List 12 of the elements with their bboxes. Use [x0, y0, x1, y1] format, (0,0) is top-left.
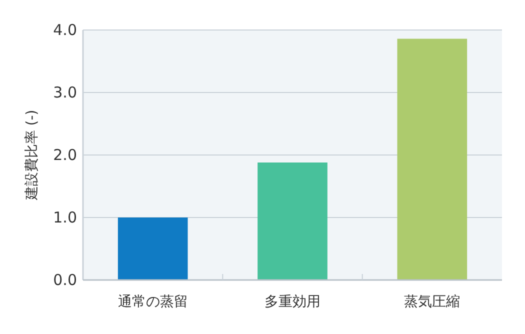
y-tick-label: 2.0 — [53, 146, 77, 164]
y-tick-label: 4.0 — [53, 21, 77, 39]
x-tick-label: 蒸気圧縮 — [404, 294, 460, 310]
y-tick-label: 0.0 — [53, 271, 77, 289]
bar — [397, 38, 468, 280]
bar — [258, 162, 328, 280]
y-tick-label: 1.0 — [53, 208, 77, 226]
y-tick-label: 3.0 — [53, 84, 77, 102]
x-tick-label: 通常の蒸留 — [118, 294, 188, 310]
x-tick-label: 多重効用 — [264, 294, 320, 310]
bar — [118, 218, 188, 280]
y-axis-title: 建設費比率 (-) — [24, 110, 40, 202]
